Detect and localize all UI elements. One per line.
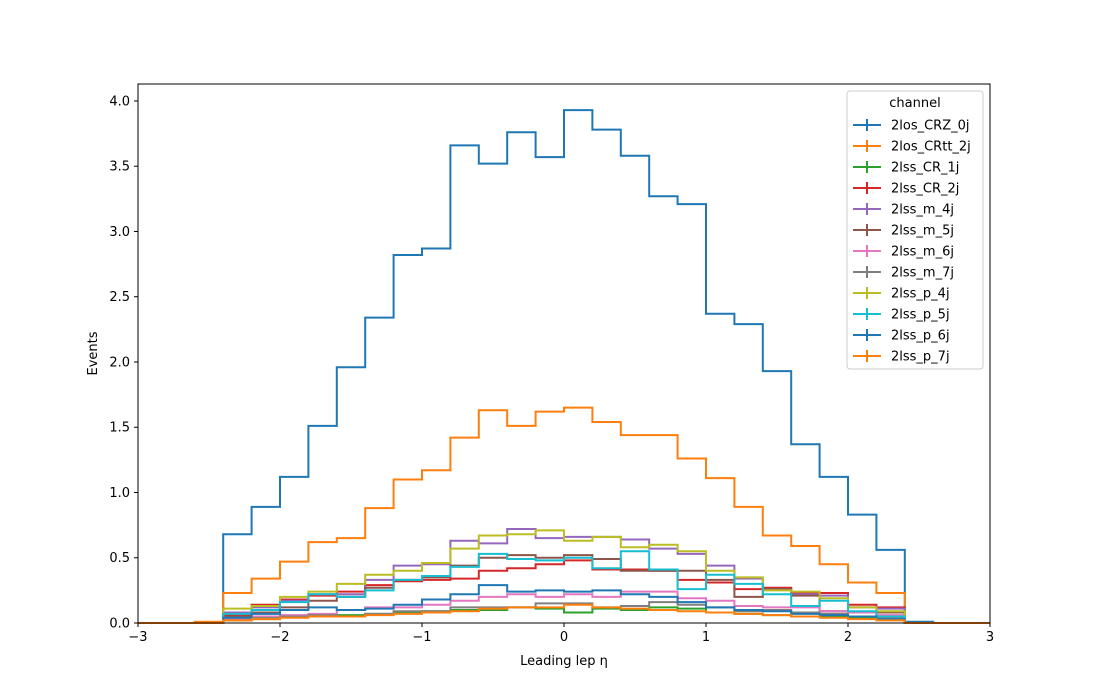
legend-label: 2lss_m_7j [891,266,954,281]
legend-entries: 2los_CRZ_0j 2los_CRtt_2j 2lss_CR_1j 2lss_CR… [853,119,971,365]
legend-label: 2los_CRtt_2j [891,140,971,155]
legend: channel 2los_CRZ_0j 2los_CRtt_2j 2lss_CR_1… [846,90,984,370]
legend-title: channel [889,96,940,111]
y-axis-label: Events [86,331,101,375]
series-line-2lss_p_7j [138,603,990,624]
x-axis-label: Leading lep η [520,654,608,669]
x-tick-label: −3 [128,630,147,645]
legend-entry: 2lss_CR_1j [853,161,959,176]
legend-entry: 2los_CRtt_2j [853,140,971,155]
legend-entry: 2lss_m_7j [853,266,954,281]
series-line-2lss_m_6j [138,590,990,624]
y-tick-label: 4.0 [109,94,130,109]
y-tick-label: 3.5 [109,160,130,175]
legend-label: 2lss_m_4j [891,203,954,218]
series-line-2los_CRtt_2j [138,406,990,624]
y-tick-label: 0.5 [109,551,130,566]
series-line-2lss_CR_2j [138,559,990,624]
x-tick-label: 2 [844,630,852,645]
legend-label: 2lss_p_5j [891,308,950,323]
legend-entry: 2lss_m_4j [853,203,954,218]
x-tick-label: 3 [986,630,994,645]
legend-entry: 2lss_CR_2j [853,182,959,197]
legend-entry: 2lss_p_4j [853,287,950,302]
legend-entry: 2los_CRZ_0j [853,119,970,134]
y-tick-label: 3.0 [109,225,130,240]
legend-box [846,90,984,370]
legend-label: 2lss_p_6j [891,329,950,344]
y-axis: 0.0 0.5 1.0 1.5 2.0 2.5 3.0 3.5 4.0 [109,94,138,632]
y-tick-label: 2.0 [109,355,130,370]
series-line-2los_CRZ_0j [138,109,990,624]
legend-label: 2los_CRZ_0j [891,119,970,134]
x-tick-label: −1 [412,630,431,645]
legend-entry: 2lss_p_6j [853,329,950,344]
x-tick-label: 0 [560,630,568,645]
legend-label: 2lss_CR_2j [891,182,959,197]
x-tick-label: −2 [270,630,289,645]
legend-label: 2lss_m_5j [891,224,954,239]
y-tick-label: 1.0 [109,486,130,501]
legend-entry: 2lss_p_5j [853,308,950,323]
series-line-2lss_p_5j [138,550,990,624]
legend-label: 2lss_p_4j [891,287,950,302]
y-tick-label: 0.0 [109,617,130,632]
x-axis: −3 −2 −1 0 1 2 3 [128,623,994,645]
y-tick-label: 2.5 [109,290,130,305]
legend-entry: 2lss_m_5j [853,224,954,239]
series-layer [138,109,990,624]
series-line-2lss_p_6j [138,584,990,624]
x-tick-label: 1 [702,630,710,645]
y-tick-label: 1.5 [109,421,130,436]
legend-label: 2lss_CR_1j [891,161,959,176]
legend-label: 2lss_p_7j [891,350,950,365]
legend-entry: 2lss_p_7j [853,350,950,365]
legend-entry: 2lss_m_6j [853,245,954,260]
legend-label: 2lss_m_6j [891,245,954,260]
